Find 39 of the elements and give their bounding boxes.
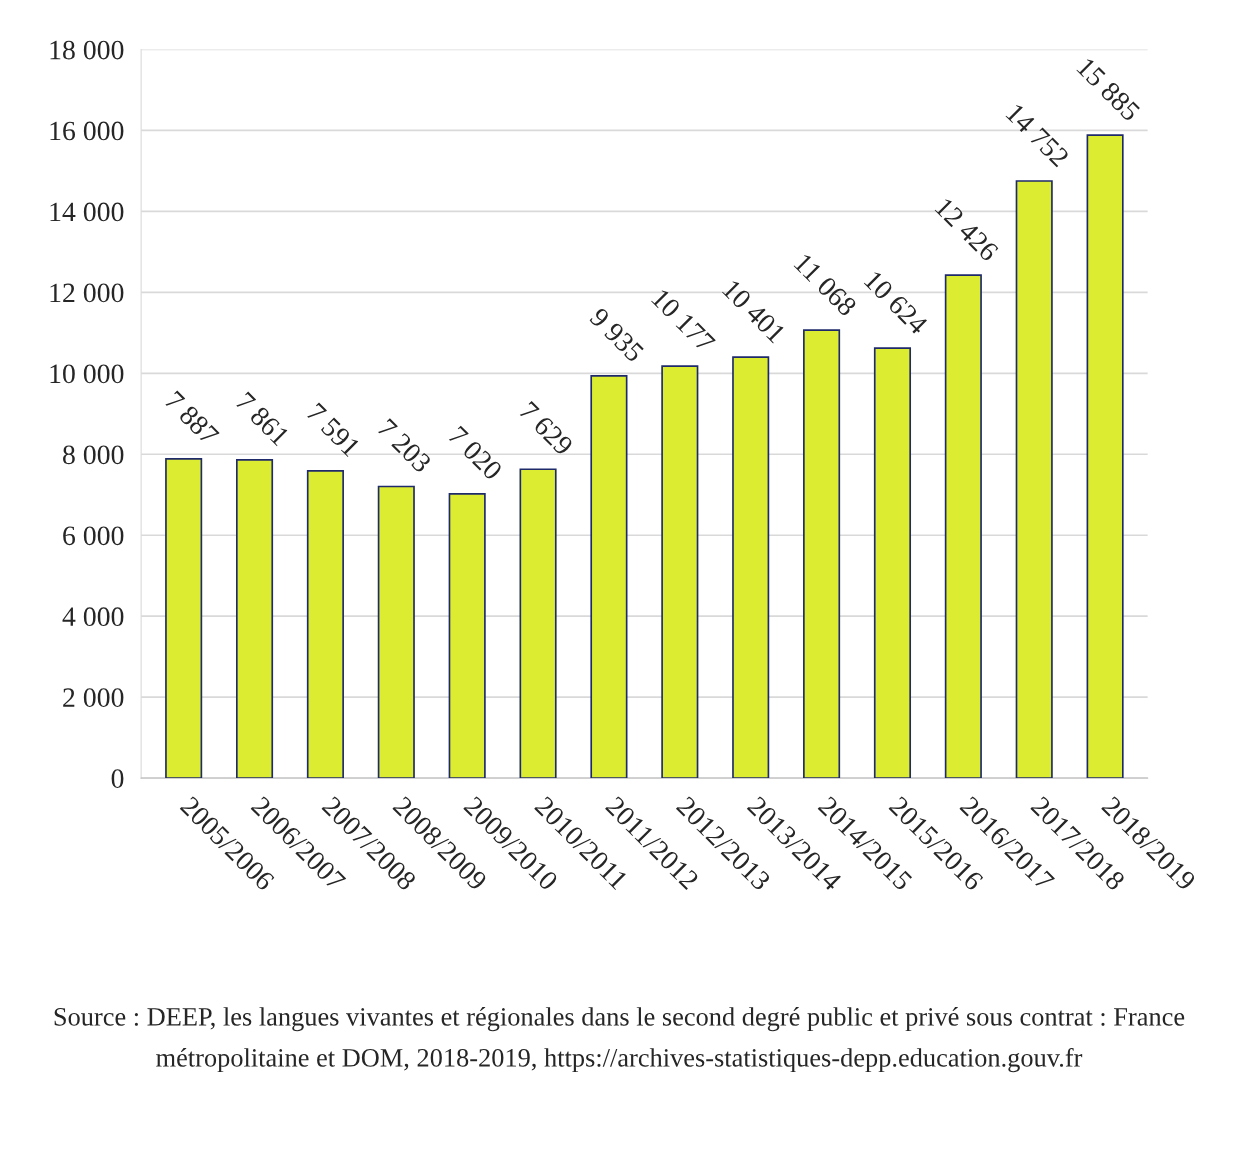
source-note: Source : DEEP, les langues vivantes et régionales dans le second degré public et privé sous contrat : France métropolitaine et DOM, 2018-2019, https://archives-statistiques-depp.education.gouv.fr [54,1007,1185,1073]
data-label: 11 068 [793,252,858,318]
data-label: 10 177 [650,288,716,354]
data-label: 12 426 [934,197,1000,263]
bar [306,469,344,779]
bar [519,468,557,779]
data-label: 14 752 [1005,103,1070,168]
bar [803,329,841,779]
bar [377,485,415,779]
y-tick-label: 4 000 [62,607,124,627]
data-label: 7 203 [376,418,433,474]
y-tick-label: 12 000 [50,283,124,303]
data-label: 7 629 [518,400,574,457]
data-label: 7 861 [235,391,291,447]
data-label: 7 020 [447,425,504,481]
y-tick-label: 16 000 [50,121,124,141]
bar [235,459,274,779]
y-tick-label: 18 000 [50,40,124,60]
bar [590,375,628,779]
bar [661,365,699,779]
data-label: 10 624 [863,270,929,336]
y-tick-label: 14 000 [50,202,124,222]
bar [732,356,770,779]
y-tick-label: 0 [111,769,124,788]
bar [944,274,982,779]
data-label: 7 887 [164,390,220,446]
data-label: 10 401 [721,279,787,344]
data-label: 7 591 [305,402,361,458]
y-tick-label: 8 000 [63,445,124,465]
bar [165,458,203,779]
bar [1015,180,1053,779]
y-tick-label: 6 000 [63,526,124,546]
bar [873,347,912,779]
data-label: 9 935 [588,306,645,363]
bar [1086,134,1124,779]
y-tick-label: 10 000 [50,364,124,384]
y-tick-label: 2 000 [63,688,124,708]
data-label: 15 885 [1076,57,1142,123]
bar [448,493,486,779]
